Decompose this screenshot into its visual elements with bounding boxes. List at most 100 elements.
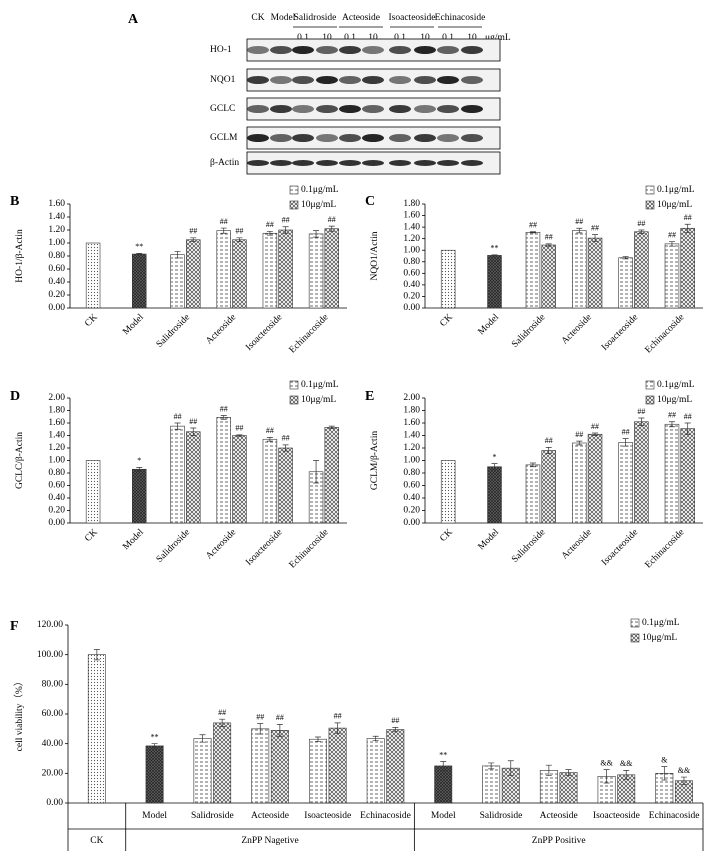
legend-label: 10μg/mL (657, 200, 692, 210)
legend-label: 0.1μg/mL (657, 380, 695, 390)
error-bar (174, 251, 181, 259)
blot-band (339, 46, 361, 54)
significance: * (137, 456, 141, 465)
blot-band (414, 46, 436, 54)
y-tick-label: 0.20 (48, 290, 65, 300)
y-tick-label: 2.00 (48, 393, 65, 403)
bar (262, 438, 278, 524)
x-tick-label: Acteoside (251, 811, 289, 821)
x-tick-label: Isoacteoside (600, 313, 640, 353)
error-bar (276, 724, 283, 737)
legend-label: 10μg/mL (657, 395, 692, 405)
significance: ## (637, 219, 645, 228)
x-tick-label: Echinacoside (644, 528, 687, 571)
y-axis-label: GCLC/β-Actin (15, 432, 25, 489)
blot-band (247, 105, 269, 113)
error-bar (314, 736, 321, 742)
bar (572, 230, 587, 309)
bar (386, 729, 405, 804)
x-tick-label: Model (477, 527, 502, 552)
x-tick-label: Salidroside (155, 313, 192, 350)
y-tick-label: 1.00 (403, 456, 420, 466)
bar (587, 237, 603, 309)
x-tick-label: Isoacteoside (244, 528, 284, 568)
error-bar (220, 227, 227, 234)
significance: ## (220, 217, 228, 226)
blot-band (292, 105, 314, 113)
y-tick-label: 0.80 (403, 468, 420, 478)
y-tick-label: 1.20 (48, 225, 65, 235)
blot-row-label: β-Actin (210, 158, 239, 168)
significance: ## (220, 404, 228, 413)
blot-band (362, 160, 384, 166)
error-bar (684, 223, 691, 233)
bar (634, 421, 649, 524)
x-tick-label: Model (121, 527, 146, 552)
y-tick-label: 1.20 (403, 443, 420, 453)
legend-swatch (289, 200, 299, 210)
bar (216, 417, 231, 524)
error-bar (372, 735, 379, 742)
significance: ## (256, 712, 264, 721)
y-tick-label: 1.40 (48, 212, 65, 222)
blot-band (270, 46, 292, 54)
error-bar (282, 444, 289, 452)
x-tick-label: Acteoside (540, 811, 578, 821)
legend-label: 0.1μg/mL (657, 185, 695, 195)
bar (251, 728, 270, 804)
bar (85, 460, 101, 524)
blot-group: Salidroside (294, 13, 337, 23)
significance: & (661, 755, 668, 764)
error-bar (136, 467, 143, 472)
y-tick-label: 0.20 (403, 506, 420, 516)
significance: ## (266, 220, 274, 229)
y-tick-label: 1.20 (403, 234, 420, 244)
y-tick-label: 1.00 (403, 245, 420, 255)
significance: ## (668, 230, 676, 239)
blot-band (414, 160, 436, 166)
y-tick-label: 0.80 (48, 468, 65, 478)
x-tick-label: Isoacteoside (304, 811, 351, 821)
y-tick-label: 0.80 (48, 251, 65, 261)
blot-dose: 0.1 (344, 33, 356, 43)
blot-band (437, 76, 459, 84)
blot-group: CK (251, 13, 264, 23)
bar (308, 233, 324, 309)
legend-swatch (630, 618, 640, 628)
significance: && (600, 758, 613, 767)
y-tick-label: 0.60 (403, 481, 420, 491)
blot-band (437, 105, 459, 113)
blot-band (461, 134, 483, 142)
x-tick-label: CK (83, 528, 100, 545)
error-bar (638, 229, 645, 234)
blot-band (389, 76, 411, 84)
x-tick-label: Acteoside (560, 528, 594, 562)
error-bar (507, 760, 514, 776)
legend-swatch (289, 380, 299, 390)
error-bar (190, 237, 197, 243)
error-bar (93, 649, 100, 661)
blot-band (292, 134, 314, 142)
x-tick-label: Model (142, 811, 167, 821)
significance: ## (575, 217, 583, 226)
blot-band (414, 105, 436, 113)
error-bar (668, 421, 675, 428)
error-bar (680, 776, 687, 785)
significance: ## (591, 422, 599, 431)
panel-label: E (365, 389, 374, 404)
group-label: CK (90, 836, 103, 846)
blot-dose: 10 (368, 33, 378, 43)
bar (680, 428, 695, 524)
blot-band (362, 76, 384, 84)
significance: ## (334, 712, 342, 721)
significance: ## (266, 426, 274, 435)
legend-label: 0.1μg/mL (301, 185, 339, 195)
panel-label: D (10, 389, 20, 404)
bar (541, 450, 556, 524)
error-bar (622, 438, 629, 447)
blot-band (389, 134, 411, 142)
y-tick-label: 0.40 (48, 277, 65, 287)
error-bar (236, 237, 243, 243)
bar (664, 423, 680, 524)
bar (308, 738, 327, 804)
